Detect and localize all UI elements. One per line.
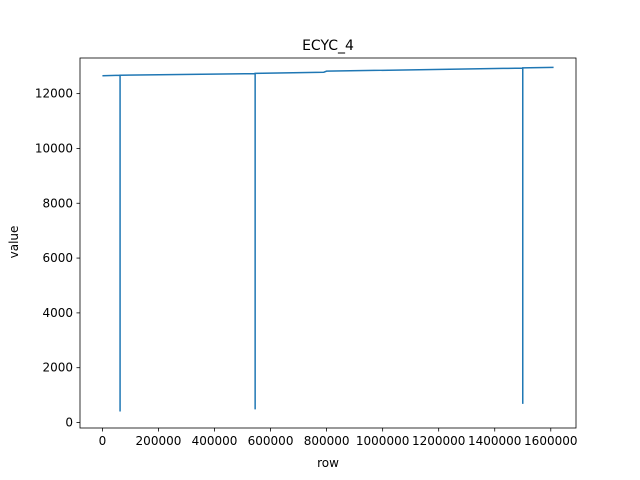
y-tick-label: 10000: [35, 141, 73, 155]
series-layer: [102, 66, 554, 412]
y-tick-label: 2000: [42, 361, 73, 375]
x-tick-label: 1200000: [412, 434, 465, 448]
x-tick-label: 600000: [248, 434, 294, 448]
y-axis-label: value: [7, 226, 21, 259]
y-tick-label: 4000: [42, 306, 73, 320]
y-tick-label: 0: [65, 416, 73, 430]
axes-layer: 0 200000 400000 600000 800000 1000000 1200000 1…: [35, 57, 578, 448]
y-tick-label: 8000: [42, 196, 73, 210]
x-tick-label: 200000: [136, 434, 182, 448]
chart-title: ECYC_4: [302, 38, 354, 54]
x-tick-label: 0: [99, 434, 107, 448]
x-tick-label: 400000: [192, 434, 238, 448]
series-line-0: [102, 66, 554, 412]
y-tick-label: 6000: [42, 251, 73, 265]
x-tick-label: 1000000: [356, 434, 409, 448]
x-tick-label: 800000: [304, 434, 350, 448]
y-tick-label: 12000: [35, 87, 73, 101]
plot-frame: [79, 57, 577, 429]
x-tick-label: 1600000: [524, 434, 577, 448]
x-tick-label: 1400000: [468, 434, 521, 448]
x-axis-label: row: [317, 456, 339, 470]
